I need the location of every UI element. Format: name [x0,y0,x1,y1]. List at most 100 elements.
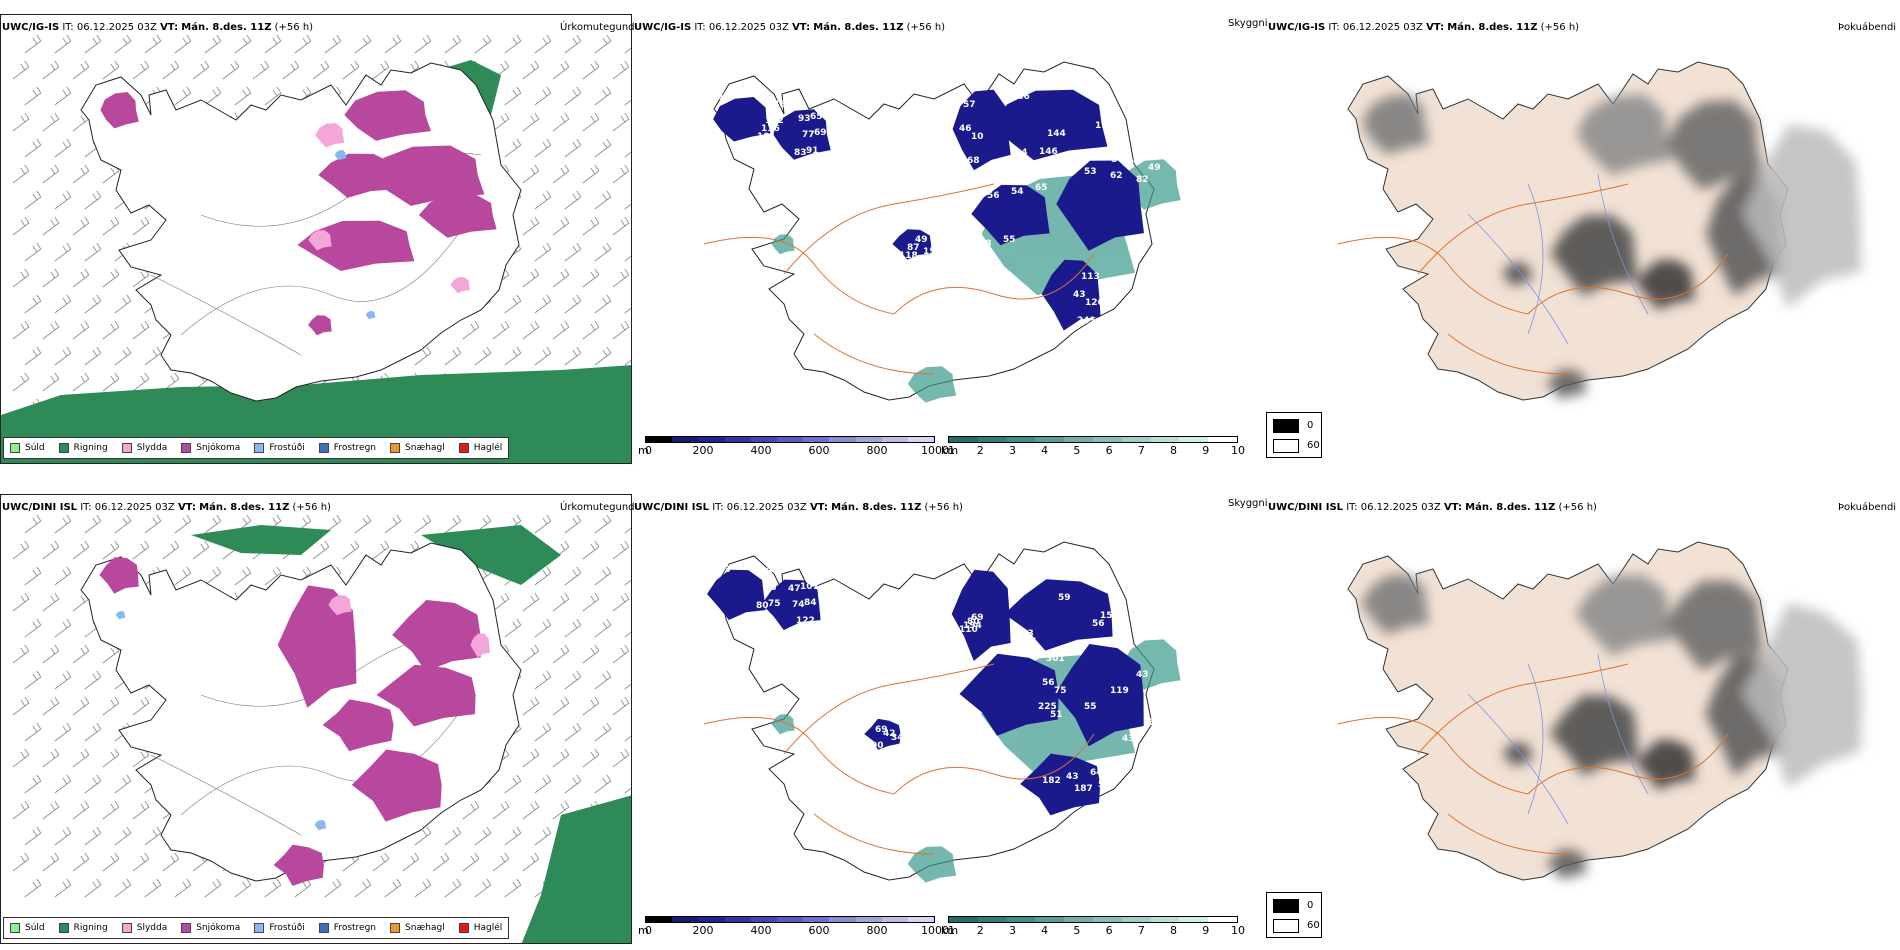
ceiling-number: 67 [717,92,730,102]
ceiling-number: 65 [1035,183,1048,193]
colorbar-tick: 4 [1041,444,1049,457]
ceiling-number: 118 [899,251,918,261]
colorbar-ticks: 1 2 3 4 5 6 7 8 9 10 [948,923,1245,937]
legend-item-0: Súld [10,443,45,453]
colorbar-ticks: 0 200 400 600 800 1000 [645,923,949,937]
roads [703,183,1095,375]
ceiling-number: 91 [806,146,819,156]
ceiling-number: 49 [915,235,928,245]
ceiling-number: 64 [1090,768,1103,778]
colorbar-tick: 10 [1231,444,1245,457]
legend-label: Snjókoma [196,443,241,453]
cloud-title-bottom: Skyggni [1228,498,1268,509]
ceiling-colorbar-bottom: 0 200 400 600 800 1000 m [638,916,949,937]
colorbar-tick: 1 [948,924,955,937]
ceiling-number: 119 [1110,686,1129,696]
ceiling-number: 113 [1081,272,1100,282]
ceiling-number: 90 [931,239,944,249]
legend-label: Súld [25,923,45,933]
colorbar-tick: 8 [1170,444,1178,457]
ceiling-number: 93 [798,114,811,124]
fog-swatch-light [1273,919,1299,933]
sleet-areas [328,595,490,658]
legend-swatch [121,443,132,453]
colorbar-tick: 9 [1202,444,1210,457]
colorbar-strip [948,916,1238,923]
ceiling-number: 50 [1148,718,1161,728]
colorbar-unit: km [941,444,959,457]
ceiling-number: 225 [1038,702,1057,712]
ceiling-number: 56 [987,191,1000,201]
ceiling-number: 77 [1016,645,1029,655]
ceiling-number: 87 [907,243,920,253]
legend-swatch [390,443,401,453]
colorbar-tick: 1000 [921,924,949,937]
fog-legend-bottom: 0 60 [1266,892,1322,938]
legend-swatch [318,443,329,453]
ceiling-number: 75 [768,599,781,609]
colorbar-tick: 0 [645,924,652,937]
fog-panel-top [1268,14,1900,464]
ceiling-number: 283 [1015,629,1034,639]
ceiling-number: 116 [761,124,780,134]
ceiling-number: 55 [1084,702,1097,712]
ceiling-number: 46 [959,124,972,134]
legend-label: Frostúði [269,923,305,933]
ceiling-number: 56 [1042,678,1055,688]
legend-label: Frostregn [333,923,377,933]
fog-legend-low: 0 [1307,900,1314,911]
roads [1337,663,1729,855]
fog-title-bottom: Þokuábendi [1838,502,1897,513]
colorbar-tick: 1000 [921,444,949,457]
ceiling-number: 113 [712,565,731,575]
ceiling-number: 34 [1015,148,1028,158]
colorbar-tick: 8 [1170,924,1178,937]
cloud-panel-top: 67 69 10 86 82 55 50 49 46 65 68 144 49 58 126 90 67 91 57… [634,14,1266,464]
ceiling-number: 54 [1011,187,1024,197]
ceiling-number: 10 [971,132,984,142]
fog-map-top [1337,61,1861,401]
legend-label: Súld [25,443,45,453]
legend-item-2: Slydda [121,923,168,933]
colorbar-tick: 800 [866,924,888,937]
freezing-drizzle-areas [115,611,327,831]
colorbar-tick: 600 [808,444,830,457]
ceiling-number: 144 [1047,129,1066,139]
precip-title-top: Úrkomutegund [560,22,635,33]
fog-panel-bottom [1268,494,1900,944]
fog-map-bottom [1337,541,1863,881]
ceiling-number: 57 [963,100,976,110]
ceiling-number: 43 [1122,734,1135,744]
colorbar-tick: 7 [1137,924,1145,937]
colorbar-tick: 6 [1105,924,1113,937]
precip-legend-top: Súld Rigning Slydda Snjókoma Frostúði Frostre… [3,437,510,459]
ceiling-number: 33 [899,737,912,747]
fog-header-top: UWC/IG-IS IT: 06.12.2025 03Z VT: Mán. 8.… [1268,22,1580,33]
legend-item-3: Snjókoma [181,923,240,933]
fog-index-areas [1362,94,1861,400]
colorbar-tick: 200 [692,444,714,457]
fog-legend-low: 0 [1307,420,1314,431]
ceiling-number: 58 [979,239,992,249]
ceiling-number: 43 [760,567,773,577]
ceiling-number: 68 [967,156,980,166]
colorbar-strip [645,436,935,443]
legend-swatch [181,923,192,933]
precip-title-bottom: Úrkomutegund [560,502,635,513]
ceiling-number: 83 [794,148,807,158]
legend-swatch [254,923,265,933]
legend-swatch [10,443,20,453]
colorbar-tick: 0 [645,444,652,457]
colorbar-unit: m [638,924,649,937]
legend-label: Frostregn [333,443,377,453]
precip-panel-bottom: Súld Rigning Slydda Snjókoma Frostúði Frostre… [0,494,632,944]
legend-label: Slydda [136,923,168,933]
ceiling-number: 42 [883,729,896,739]
snow-areas [99,557,481,886]
legend-item-7: Haglél [458,443,502,453]
colorbar-tick: 1 [948,444,955,457]
legend-label: Haglél [473,923,503,933]
ceiling-areas [713,89,1144,331]
